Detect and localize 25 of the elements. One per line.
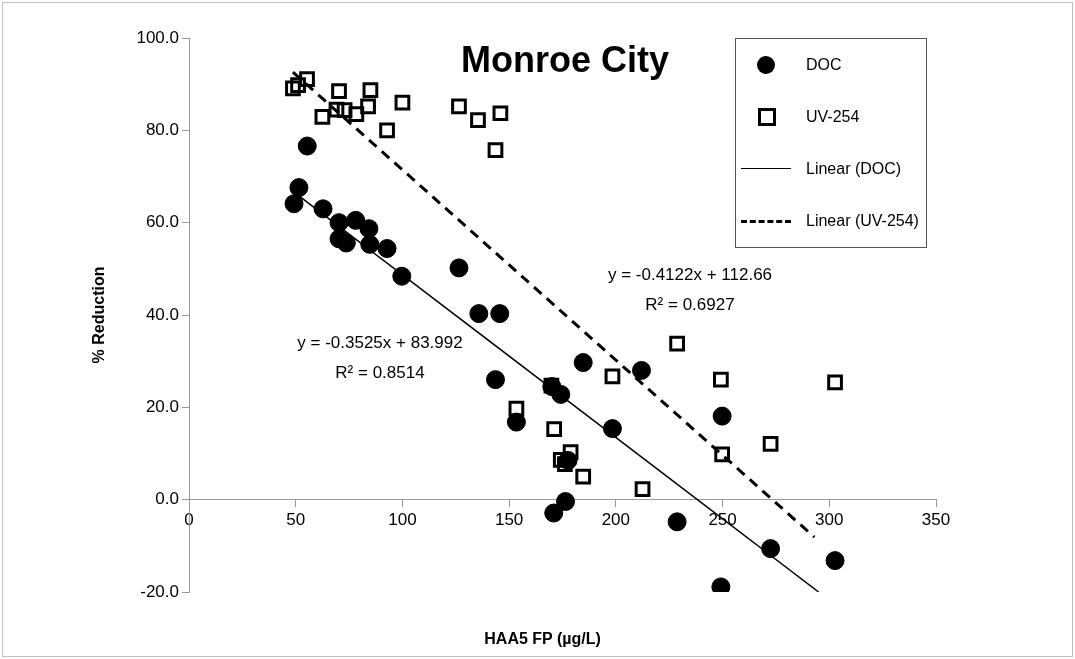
y-tick-label: 100.0 bbox=[136, 27, 179, 47]
legend-label: UV-254 bbox=[806, 108, 860, 126]
legend-label: Linear (UV-254) bbox=[806, 212, 919, 230]
y-tick-label: 20.0 bbox=[145, 397, 179, 417]
x-tick-label: 50 bbox=[286, 509, 306, 529]
y-tick-label: 0.0 bbox=[155, 489, 179, 509]
legend-label: DOC bbox=[806, 56, 842, 74]
annotation: R² = 0.8514 bbox=[335, 362, 425, 382]
annotation: y = -0.4122x + 112.66 bbox=[607, 264, 773, 284]
chart-title: Monroe City bbox=[460, 38, 670, 80]
x-tick-label: 350 bbox=[921, 509, 951, 529]
annotation: R² = 0.6927 bbox=[645, 294, 735, 314]
x-tick-label: 200 bbox=[601, 509, 631, 529]
x-axis-title: HAA5 FP (µg/L) bbox=[484, 630, 601, 648]
legend-label: Linear (DOC) bbox=[806, 160, 902, 178]
x-tick-label: 300 bbox=[815, 509, 844, 529]
y-axis-title: % Reduction bbox=[90, 266, 108, 364]
y-tick-label: -20.0 bbox=[140, 581, 179, 601]
annotation: y = -0.3525x + 83.992 bbox=[297, 332, 463, 352]
y-tick-label: 80.0 bbox=[145, 120, 179, 140]
y-tick-label: 40.0 bbox=[145, 304, 179, 324]
x-tick-label: 0 bbox=[184, 509, 194, 529]
x-tick-label: 150 bbox=[494, 509, 524, 529]
y-tick-label: 60.0 bbox=[145, 212, 179, 232]
x-tick-label: 100 bbox=[388, 509, 417, 529]
